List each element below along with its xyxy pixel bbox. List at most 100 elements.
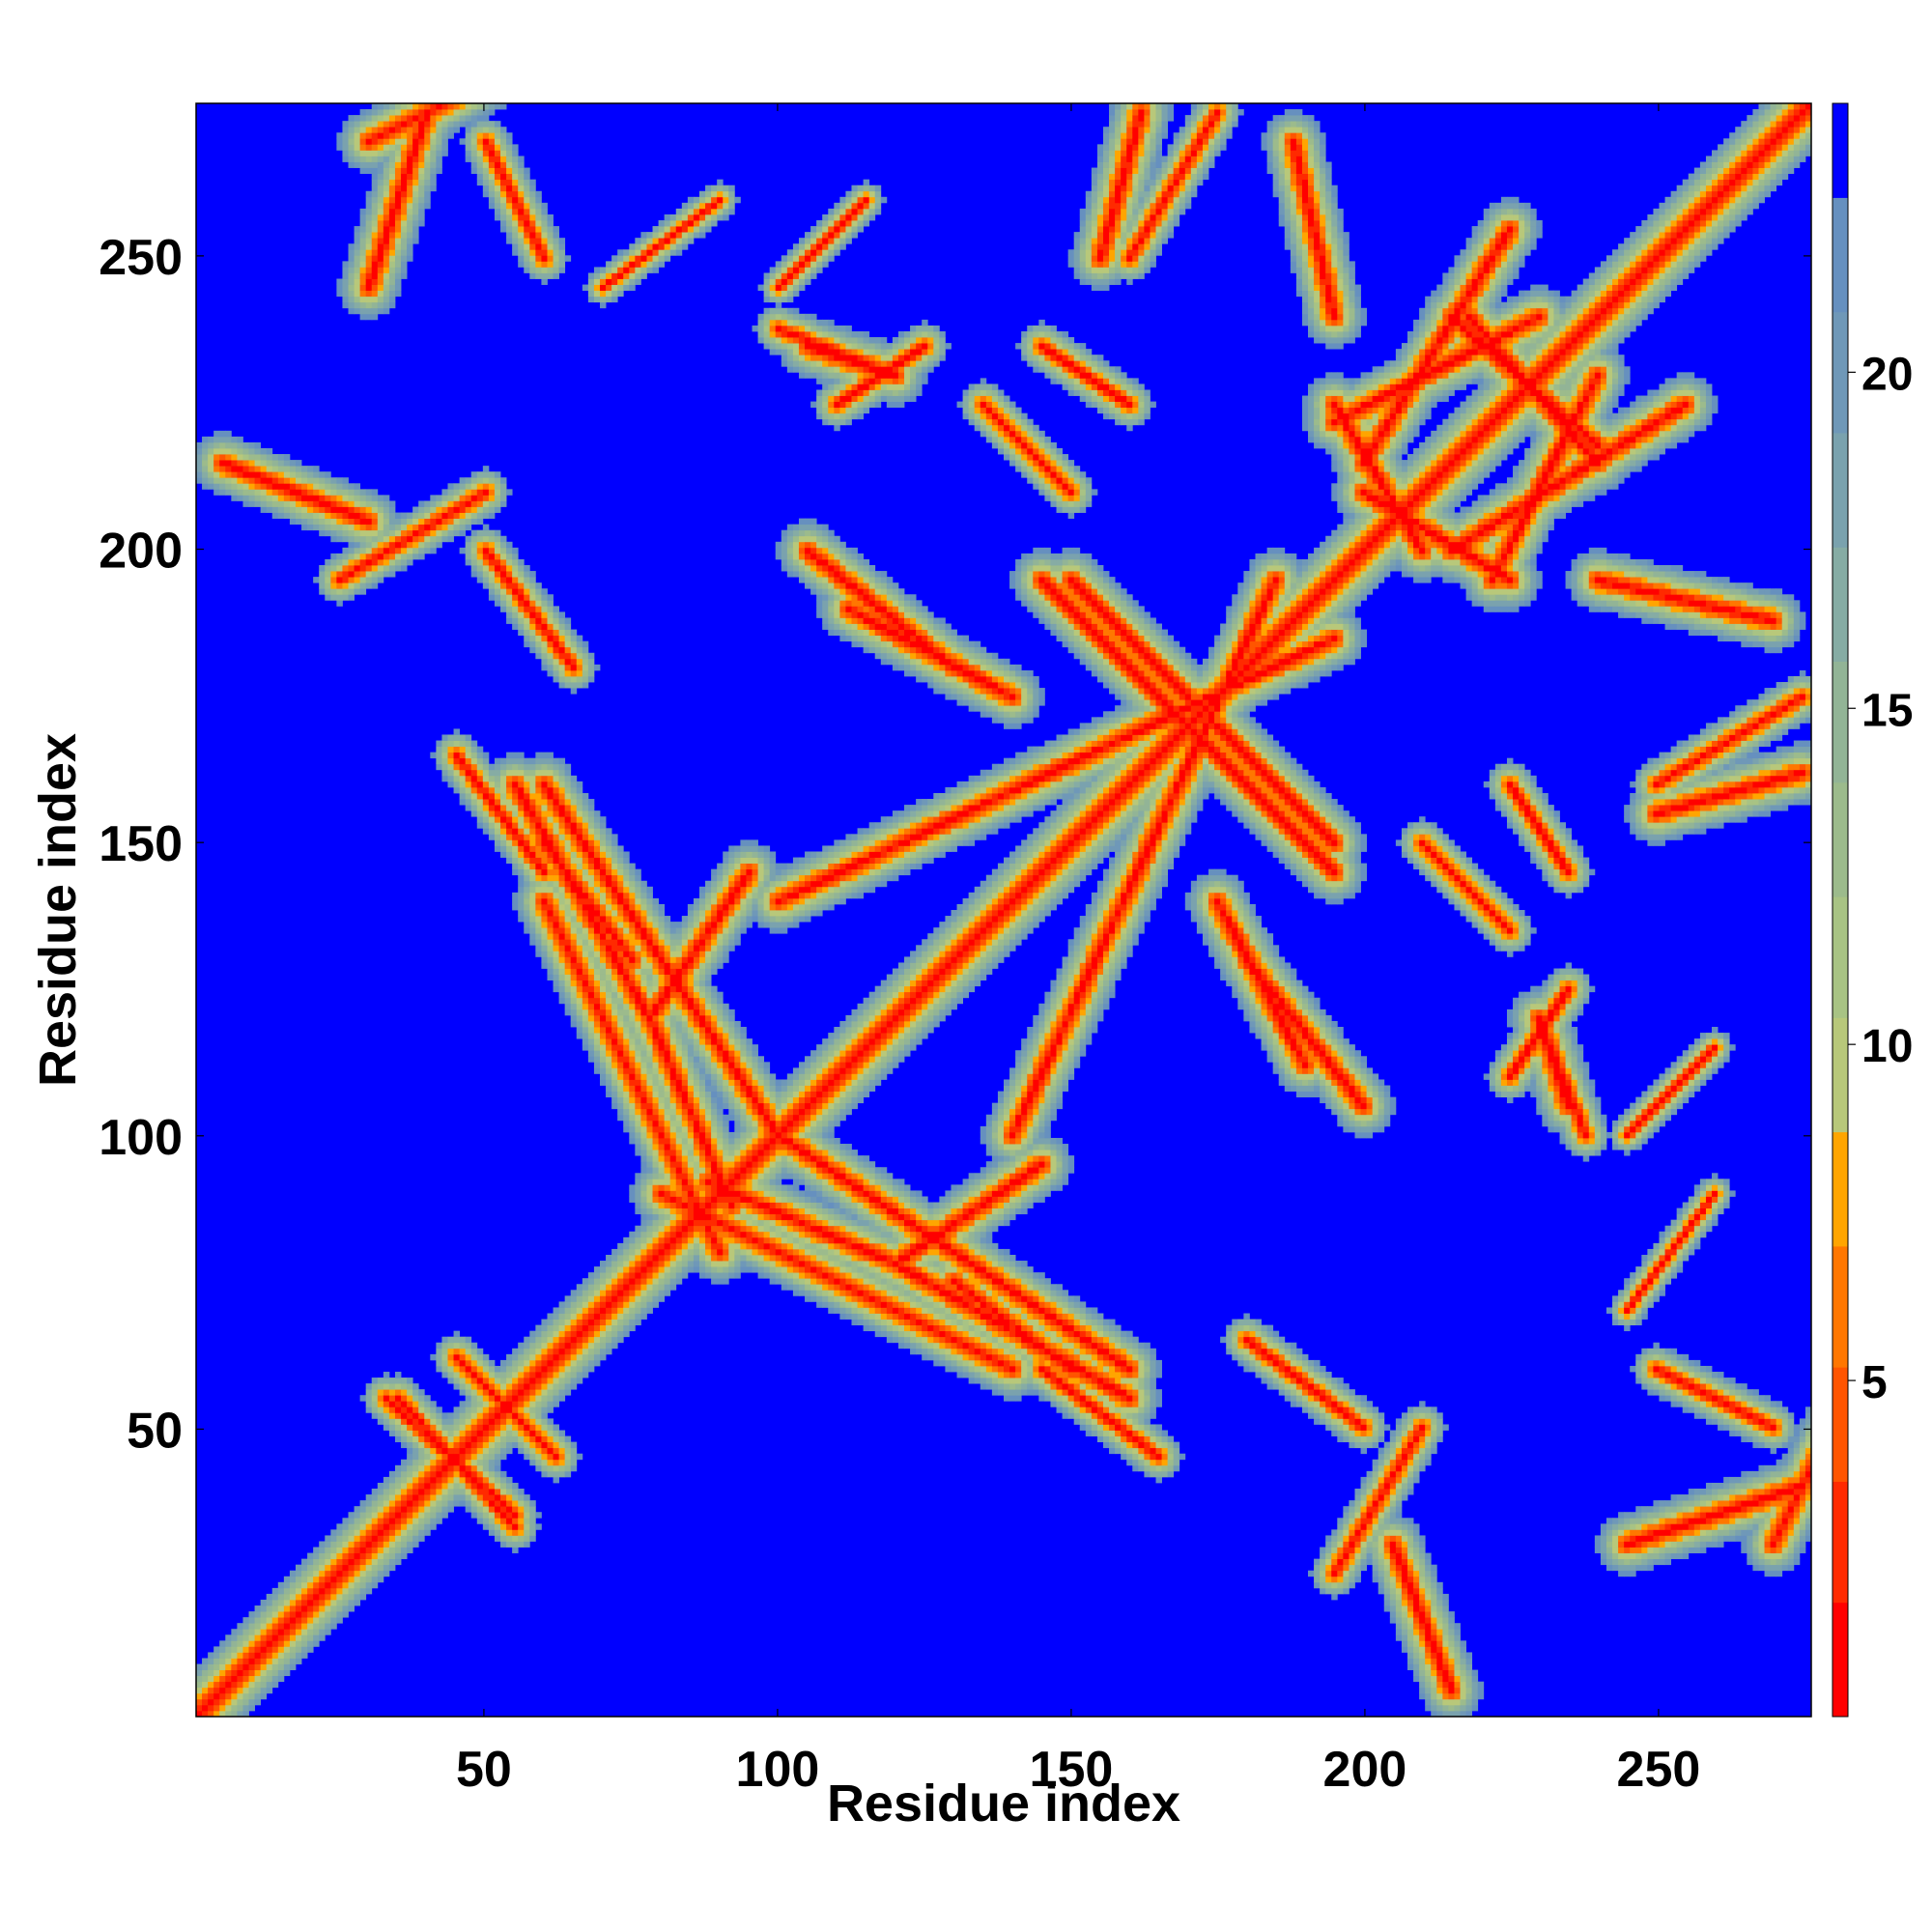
heatmap-cell [319,513,325,519]
heatmap-cell [313,1629,319,1634]
heatmap-cell [571,1442,577,1448]
heatmap-cell [529,916,535,922]
heatmap-cell [617,904,623,910]
heatmap-cell [418,519,424,525]
heatmap-cell [594,1067,600,1073]
heatmap-cell [424,1512,430,1518]
heatmap-cell [688,1266,694,1272]
heatmap-cell [565,834,571,839]
heatmap-cell [454,109,460,115]
heatmap-cell [670,1015,676,1021]
heatmap-cell [255,471,261,477]
heatmap-cell [582,653,588,659]
heatmap-cell [389,1500,395,1506]
heatmap-cell [378,279,384,285]
heatmap-cell [518,1389,524,1395]
heatmap-cell [284,1577,290,1582]
heatmap-cell [378,495,384,500]
heatmap-cell [512,828,518,834]
heatmap-cell [588,1290,594,1295]
heatmap-cell [594,898,600,904]
heatmap-cell [606,1278,611,1284]
heatmap-cell [582,922,588,927]
heatmap-cell [447,1412,453,1418]
heatmap-cell [447,483,453,489]
heatmap-cell [407,1431,412,1436]
heatmap-cell [424,1431,430,1436]
heatmap-cell [577,893,582,898]
heatmap-cell [495,554,500,559]
heatmap-cell [629,1184,635,1190]
heatmap-cell [606,916,611,922]
heatmap-cell [372,1541,378,1547]
heatmap-cell [307,1571,313,1577]
heatmap-cell [401,103,407,109]
heatmap-cell [524,243,529,249]
heatmap-cell [500,1378,506,1383]
heatmap-cell [313,1611,319,1617]
heatmap-cell [378,162,384,168]
heatmap-cell [424,548,430,554]
heatmap-cell [495,530,500,536]
heatmap-cell [577,898,582,904]
heatmap-cell [284,1605,290,1611]
heatmap-cell [208,471,213,477]
heatmap-cell [682,1126,688,1132]
heatmap-cell [430,1494,436,1500]
heatmap-cell [529,910,535,916]
heatmap-cell [611,939,617,945]
heatmap-cell [547,781,553,787]
heatmap-cell [547,956,553,962]
heatmap-cell [483,1460,489,1465]
heatmap-cell [623,1255,629,1261]
heatmap-cell [600,1337,606,1343]
heatmap-cell [384,232,389,238]
heatmap-cell [213,1676,219,1682]
heatmap-cell [565,1301,571,1307]
heatmap-cell [640,267,646,272]
heatmap-cell [500,168,506,174]
heatmap-cell [242,489,248,495]
heatmap-cell [547,226,553,232]
heatmap-cell [512,232,518,238]
heatmap-cell [407,249,412,255]
heatmap-cell [588,904,594,910]
heatmap-cell [670,1004,676,1009]
heatmap-cell [524,1506,529,1512]
heatmap-cell [366,1577,372,1582]
heatmap-cell [600,1301,606,1307]
heatmap-cell [366,536,372,542]
heatmap-cell [460,1424,466,1430]
heatmap-cell [665,1266,670,1272]
heatmap-cell [571,793,577,799]
heatmap-cell [529,261,535,267]
heatmap-cell [524,1418,529,1424]
heatmap-cell [366,1401,372,1406]
heatmap-cell [477,542,483,548]
heatmap-cell [441,489,447,495]
heatmap-cell [611,1272,617,1278]
heatmap-cell [290,1611,296,1617]
heatmap-cell [535,255,541,261]
heatmap-cell [676,986,682,992]
heatmap-cell [554,1343,559,1349]
heatmap-cell [372,1582,378,1588]
heatmap-cell [582,1295,588,1301]
heatmap-cell [342,267,348,272]
heatmap-cell [512,758,518,764]
heatmap-cell [389,1395,395,1401]
heatmap-cell [483,1494,489,1500]
heatmap-cell [219,471,225,477]
heatmap-cell [588,828,594,834]
heatmap-cell [653,945,659,951]
heatmap-cell [208,1699,213,1705]
heatmap-cell [554,676,559,682]
heatmap-cell [342,261,348,267]
heatmap-cell [611,255,617,261]
heatmap-cell [196,1693,202,1699]
heatmap-cell [389,1518,395,1523]
heatmap-cell [395,542,401,548]
heatmap-cell [512,1523,518,1529]
heatmap-cell [495,594,500,600]
heatmap-cell [366,1529,372,1535]
